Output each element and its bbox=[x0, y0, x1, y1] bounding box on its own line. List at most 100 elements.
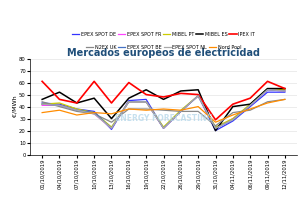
Legend: N2EX UK, EPEX SPOT BE, EPEX SPOT NL, Nord Pool: N2EX UK, EPEX SPOT BE, EPEX SPOT NL, Nor… bbox=[86, 45, 241, 50]
EPEX SPOT FR bbox=[179, 110, 183, 113]
EPEX SPOT NL bbox=[266, 89, 269, 91]
EPEX SPOT FR bbox=[110, 127, 113, 129]
N2EX UK bbox=[231, 111, 235, 114]
Y-axis label: €/MWh: €/MWh bbox=[13, 96, 18, 117]
Line: N2EX UK: N2EX UK bbox=[42, 99, 285, 126]
EPEX SPOT FR bbox=[248, 104, 252, 107]
IPEX IT bbox=[75, 102, 79, 104]
EPEX SPOT DE bbox=[231, 120, 235, 122]
EPEX SPOT NL bbox=[92, 112, 96, 115]
EPEX SPOT BE bbox=[214, 127, 217, 129]
MIBEL PT bbox=[40, 103, 44, 105]
EPEX SPOT DE bbox=[266, 91, 269, 93]
EPEX SPOT BE bbox=[110, 127, 113, 129]
MIBEL PT bbox=[179, 109, 183, 111]
EPEX SPOT NL bbox=[40, 103, 44, 105]
Nord Pool bbox=[75, 114, 79, 116]
EPEX SPOT BE bbox=[283, 90, 287, 92]
EPEX SPOT NL bbox=[127, 101, 130, 103]
EPEX SPOT BE bbox=[231, 119, 235, 121]
EPEX SPOT FR bbox=[283, 90, 287, 92]
MIBEL ES bbox=[196, 89, 200, 91]
Line: MIBEL PT: MIBEL PT bbox=[42, 89, 285, 127]
N2EX UK bbox=[214, 125, 217, 127]
EPEX SPOT BE bbox=[196, 94, 200, 97]
Line: IPEX IT: IPEX IT bbox=[42, 81, 285, 120]
EPEX SPOT DE bbox=[92, 110, 96, 113]
MIBEL PT bbox=[214, 126, 217, 128]
EPEX SPOT NL bbox=[248, 104, 252, 107]
Title: Mercados europeos de electricidad: Mercados europeos de electricidad bbox=[67, 48, 260, 58]
EPEX SPOT DE bbox=[248, 105, 252, 108]
N2EX UK bbox=[162, 109, 165, 111]
MIBEL ES bbox=[179, 90, 183, 92]
MIBEL ES bbox=[162, 98, 165, 101]
EPEX SPOT NL bbox=[144, 101, 148, 103]
MIBEL PT bbox=[162, 126, 165, 128]
MIBEL PT bbox=[283, 89, 287, 91]
EPEX SPOT FR bbox=[58, 104, 61, 107]
MIBEL PT bbox=[231, 117, 235, 120]
EPEX SPOT NL bbox=[75, 109, 79, 111]
EPEX SPOT NL bbox=[283, 90, 287, 92]
EPEX SPOT BE bbox=[144, 101, 148, 103]
Line: EPEX SPOT NL: EPEX SPOT NL bbox=[42, 90, 285, 128]
Text: ENERGY FORECASTING: ENERGY FORECASTING bbox=[115, 114, 212, 123]
EPEX SPOT FR bbox=[266, 89, 269, 91]
EPEX SPOT FR bbox=[196, 94, 200, 97]
MIBEL ES bbox=[231, 105, 235, 108]
IPEX IT bbox=[266, 80, 269, 83]
MIBEL PT bbox=[196, 94, 200, 97]
EPEX SPOT NL bbox=[231, 119, 235, 121]
Nord Pool bbox=[58, 109, 61, 111]
EPEX SPOT BE bbox=[179, 110, 183, 113]
EPEX SPOT DE bbox=[40, 102, 44, 104]
EPEX SPOT FR bbox=[162, 127, 165, 129]
Nord Pool bbox=[127, 108, 130, 110]
MIBEL PT bbox=[110, 126, 113, 128]
EPEX SPOT NL bbox=[214, 127, 217, 129]
EPEX SPOT FR bbox=[214, 127, 217, 129]
MIBEL ES bbox=[266, 87, 269, 90]
EPEX SPOT NL bbox=[58, 104, 61, 107]
IPEX IT bbox=[40, 80, 44, 83]
IPEX IT bbox=[248, 97, 252, 99]
EPEX SPOT NL bbox=[179, 110, 183, 113]
EPEX SPOT DE bbox=[162, 127, 165, 129]
IPEX IT bbox=[58, 98, 61, 101]
IPEX IT bbox=[144, 93, 148, 96]
EPEX SPOT FR bbox=[231, 117, 235, 120]
EPEX SPOT DE bbox=[144, 98, 148, 101]
MIBEL PT bbox=[266, 87, 269, 90]
EPEX SPOT NL bbox=[162, 127, 165, 129]
N2EX UK bbox=[92, 112, 96, 115]
MIBEL PT bbox=[248, 103, 252, 105]
MIBEL ES bbox=[127, 97, 130, 99]
EPEX SPOT BE bbox=[58, 104, 61, 107]
N2EX UK bbox=[266, 101, 269, 103]
EPEX SPOT DE bbox=[75, 108, 79, 110]
Nord Pool bbox=[214, 121, 217, 124]
Nord Pool bbox=[248, 108, 252, 110]
N2EX UK bbox=[248, 109, 252, 111]
EPEX SPOT BE bbox=[75, 109, 79, 111]
EPEX SPOT DE bbox=[196, 94, 200, 97]
EPEX SPOT BE bbox=[266, 89, 269, 91]
EPEX SPOT DE bbox=[58, 103, 61, 105]
MIBEL PT bbox=[58, 102, 61, 104]
EPEX SPOT FR bbox=[40, 104, 44, 107]
Nord Pool bbox=[179, 109, 183, 111]
EPEX SPOT BE bbox=[127, 101, 130, 103]
IPEX IT bbox=[214, 119, 217, 121]
MIBEL ES bbox=[110, 117, 113, 120]
EPEX SPOT BE bbox=[92, 111, 96, 114]
N2EX UK bbox=[75, 110, 79, 113]
N2EX UK bbox=[196, 110, 200, 113]
MIBEL ES bbox=[58, 91, 61, 93]
IPEX IT bbox=[162, 96, 165, 98]
EPEX SPOT DE bbox=[110, 128, 113, 131]
Nord Pool bbox=[231, 114, 235, 116]
EPEX SPOT BE bbox=[162, 127, 165, 129]
N2EX UK bbox=[144, 108, 148, 110]
MIBEL PT bbox=[127, 101, 130, 103]
